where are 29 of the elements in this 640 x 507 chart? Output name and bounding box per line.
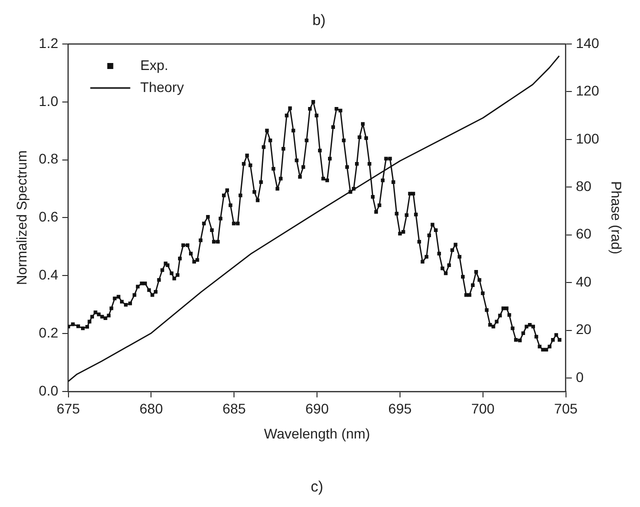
x-tick-label: 675	[56, 400, 80, 417]
y-tick-label: 1.0	[38, 92, 58, 109]
x-tick-label: 700	[471, 400, 495, 417]
x-tick-label: 695	[388, 400, 412, 417]
chart-title: b)	[312, 12, 326, 30]
x-tick-label: 705	[554, 400, 578, 417]
x-tick-label: 685	[222, 400, 246, 417]
y-tick-label: 0.4	[38, 266, 58, 282]
y-axis-title: Normalized Spectrum	[13, 150, 30, 286]
y2-tick-label: 20	[576, 321, 592, 338]
y2-tick-label: 40	[576, 273, 592, 290]
text: c)	[310, 478, 324, 496]
y-tick-label: 0.6	[38, 208, 58, 225]
y2-tick-label: 0	[576, 368, 584, 385]
x-tick-label: 680	[140, 400, 164, 417]
legend-label: Exp.	[140, 56, 168, 73]
x-axis-title: Wavelength (nm)	[264, 425, 370, 442]
y2-tick-label: 120	[576, 82, 600, 99]
y2-tick-label: 140	[576, 34, 600, 51]
y2-tick-label: 80	[576, 178, 592, 194]
legend-label: Theory	[140, 78, 184, 95]
x-tick-label: 690	[305, 400, 329, 417]
y2-tick-label: 100	[576, 130, 600, 146]
y-tick-label: 0.0	[38, 382, 58, 398]
y-tick-label: 0.8	[38, 150, 58, 167]
y2-axis-title: Phase (rad)	[608, 181, 625, 254]
y-tick-label: 1.2	[38, 34, 58, 51]
y-tick-label: 0.2	[38, 324, 58, 340]
y2-tick-label: 60	[576, 226, 592, 242]
